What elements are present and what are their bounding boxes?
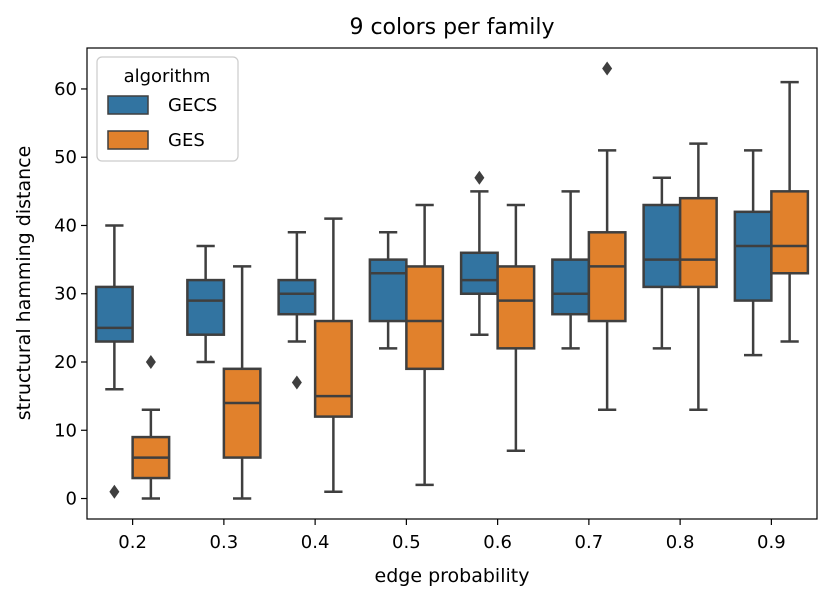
box-gecs-0.8 (642, 176, 682, 350)
x-tick-label: 0.5 (392, 532, 421, 553)
x-tick-label: 0.6 (483, 532, 512, 553)
box-iqr (551, 258, 591, 316)
flier-point (145, 355, 156, 369)
box-gecs-0.9 (733, 149, 773, 357)
box-iqr (186, 278, 226, 336)
box-ges-0.8 (678, 142, 718, 412)
x-axis-label: edge probability (375, 565, 530, 587)
box-iqr (277, 278, 317, 316)
box-ges-0.5 (405, 203, 445, 487)
box-ges-0.2 (131, 355, 171, 500)
box-gecs-0.6 (459, 170, 499, 336)
x-tick-label: 0.7 (575, 532, 604, 553)
box-iqr (94, 285, 134, 343)
box-iqr (459, 251, 499, 295)
box-ges-0.4 (313, 217, 353, 493)
box-iqr (222, 367, 262, 459)
box-gecs-0.4 (277, 231, 317, 390)
box-iqr (587, 231, 627, 323)
box-ges-0.7 (587, 61, 627, 412)
x-tick-label: 0.9 (757, 532, 786, 553)
y-tick-label: 20 (54, 352, 77, 373)
plot-area (94, 61, 810, 500)
box-iqr (642, 203, 682, 289)
y-tick-label: 0 (66, 489, 77, 510)
y-tick-label: 50 (54, 147, 77, 168)
legend-label-gecs: GECS (168, 95, 217, 116)
y-tick-label: 60 (54, 79, 77, 100)
box-gecs-0.2 (94, 224, 134, 499)
legend-swatch-gecs (107, 95, 149, 115)
plot-frame (86, 47, 818, 520)
box-gecs-0.7 (551, 190, 591, 350)
box-iqr (770, 190, 810, 275)
x-tick-label: 0.3 (210, 532, 239, 553)
box-ges-0.3 (222, 265, 262, 500)
flier-point (291, 375, 302, 390)
legend-label-ges: GES (168, 130, 205, 151)
box-gecs-0.3 (186, 244, 226, 364)
chart-title: 9 colors per family (349, 15, 554, 40)
legend-swatch-ges (107, 130, 149, 150)
flier-point (602, 61, 613, 76)
y-axis-label: structural hamming distance (13, 146, 35, 421)
box-iqr (496, 265, 536, 350)
y-tick-label: 30 (54, 284, 77, 305)
flier-point (474, 170, 485, 185)
x-tick-label: 0.2 (118, 532, 147, 553)
box-ges-0.9 (770, 80, 810, 343)
box-iqr (678, 196, 718, 289)
box-iqr (733, 210, 773, 302)
box-ges-0.6 (496, 203, 536, 452)
legend: algorithm GECS GES (96, 56, 239, 162)
box-iqr (405, 265, 445, 371)
legend-title: algorithm (124, 66, 211, 87)
y-tick-label: 40 (54, 215, 77, 236)
x-tick-label: 0.4 (301, 532, 330, 553)
flier-point (109, 484, 120, 499)
box-iqr (368, 258, 408, 323)
x-tick-label: 0.8 (666, 532, 695, 553)
box-iqr (313, 319, 353, 418)
y-tick-label: 10 (54, 420, 77, 441)
box-gecs-0.5 (368, 231, 408, 350)
